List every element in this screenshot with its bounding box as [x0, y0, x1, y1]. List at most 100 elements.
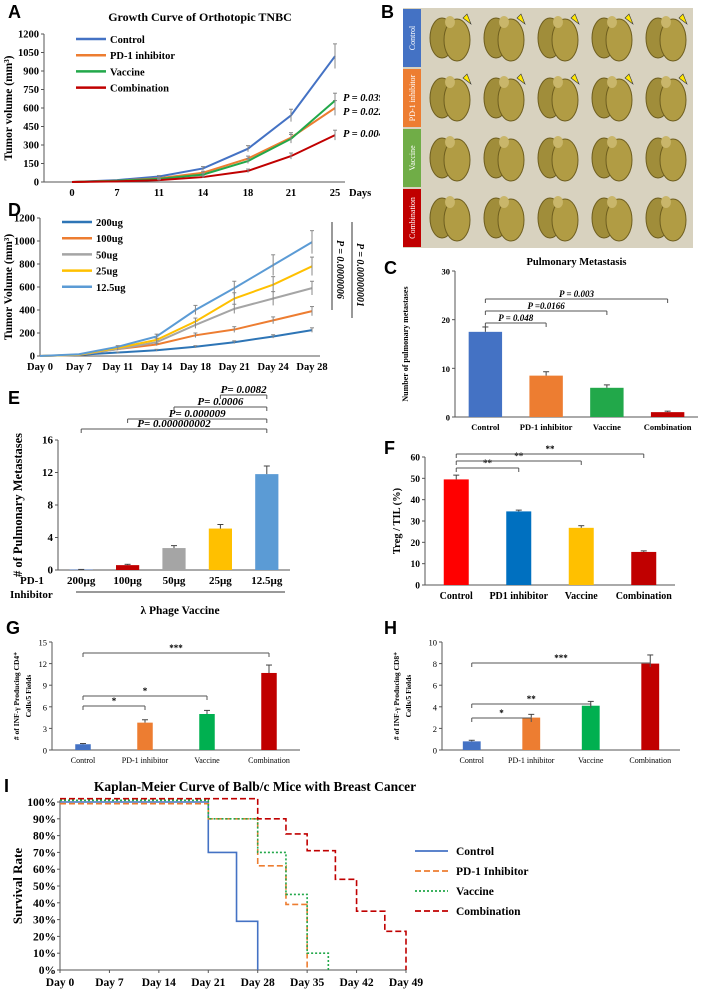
y-tick-label: 70% [33, 847, 56, 859]
bar-0 [468, 331, 503, 417]
significance-label: * [143, 686, 148, 696]
y-tick-label: 10 [429, 638, 438, 648]
p-value-annotation: P = 0.004 [343, 129, 380, 140]
lung-lobe [551, 198, 579, 242]
y-tick-label: 60% [33, 864, 56, 876]
panel-i-survival-chart: Kaplan-Meier Curve of Balb/c Mice with B… [10, 779, 529, 989]
y-axis-label: # of INF-γ Producing CD4⁺ Cells/5 Fields [12, 652, 33, 740]
x-tick-label: Day 7 [95, 977, 124, 989]
significance-label: P= 0.000009 [169, 408, 226, 420]
y-tick-label: 0 [446, 413, 450, 423]
trachea [661, 136, 671, 148]
significance-label: P= 0.000000002 [137, 418, 211, 430]
x-category-label: Control [460, 756, 485, 765]
x-category-label: 200µg [67, 575, 96, 587]
trachea [499, 136, 509, 148]
y-tick-label: 8 [48, 500, 54, 512]
legend-label-4: 12.5ug [96, 283, 126, 294]
panel-g-cd4-chart: 0 3 6 9 12 15 Control PD-1 inhibitor Vaccine Comb… [12, 638, 300, 765]
chart-title: Growth Curve of Orthotopic TNBC [108, 10, 292, 24]
y-tick-label: 30 [411, 518, 421, 528]
lung-lobe [551, 18, 579, 62]
trachea [553, 196, 563, 208]
trachea [607, 196, 617, 208]
metastasis-arrow [678, 13, 688, 25]
x-category-label: Vaccine [194, 756, 220, 765]
lung-lobe [605, 138, 633, 182]
y-tick-label: 60 [411, 454, 421, 464]
y-tick-label: 10 [442, 364, 451, 374]
lung-lobe [443, 18, 471, 62]
trachea [445, 196, 455, 208]
lung-photo-grid: Control PD-1 inhibitor Vaccine Combination [403, 8, 693, 248]
row-color-tab [403, 9, 421, 67]
bar-2 [162, 548, 186, 570]
lung-lobe [605, 198, 633, 242]
lung-lobe [443, 78, 471, 122]
y-tick-label: 0 [43, 746, 47, 756]
x-tick-label: Day 28 [296, 362, 327, 373]
x-axis-label: Days [349, 188, 371, 199]
lung-lobe [605, 78, 633, 122]
y-tick-label: 200 [19, 329, 35, 340]
x-tick-label: Day 24 [258, 362, 290, 373]
survival-curve-3 [60, 797, 407, 970]
x-prefix-label: PD-1 [20, 575, 44, 587]
x-prefix-label: Inhibitor [10, 589, 53, 601]
y-tick-label: 9 [43, 681, 47, 691]
y-tick-label: 300 [23, 141, 39, 152]
x-tick-label: Day 14 [142, 977, 176, 989]
y-tick-label: 150 [23, 159, 39, 170]
panel-label-b: B [381, 2, 394, 22]
x-tick-label: 0 [69, 188, 74, 199]
panel-label-a: A [8, 2, 21, 22]
y-tick-label: 0 [433, 746, 437, 756]
legend-label-0: Control [110, 35, 145, 46]
trachea [607, 136, 617, 148]
y-tick-label: 10 [411, 560, 421, 570]
legend-label-3: Combination [456, 906, 521, 918]
panel-label-d: D [8, 200, 21, 220]
x-tick-label: Day 28 [241, 977, 275, 989]
significance-label: * [499, 708, 504, 718]
x-category-label: Control [440, 591, 473, 602]
row-color-tab [403, 189, 421, 247]
x-category-label: PD-1 inhibitor [520, 422, 573, 432]
lung-lobe [551, 78, 579, 122]
lung-lobe [497, 18, 525, 62]
trachea [499, 76, 509, 88]
panel-c-metastasis-chart: Pulmonary Metastasis 0 10 20 30 Control PD-1 i… [401, 257, 698, 432]
metastasis-arrow [570, 73, 580, 85]
legend-label-3: Combination [110, 84, 169, 95]
panel-e-metastases-chart: 0 4 8 12 16 200µg 100µg 50µg 25µg 12.5µg # of Pulm… [10, 385, 290, 617]
bar-1 [137, 722, 153, 750]
panel-label-h: H [384, 618, 397, 638]
lung-lobe [443, 138, 471, 182]
lung-lobe [659, 18, 687, 62]
y-tick-label: 4 [48, 532, 54, 544]
y-tick-label: 800 [19, 260, 35, 271]
trachea [661, 196, 671, 208]
row-label: Vaccine [408, 145, 417, 171]
x-tick-label: Day 14 [141, 362, 173, 373]
lung-lobe [659, 138, 687, 182]
bar-1 [522, 717, 541, 750]
series-line-3 [39, 265, 313, 357]
x-tick-label: Day 21 [219, 362, 250, 373]
panel-label-f: F [384, 438, 395, 458]
legend-label-0: Control [456, 846, 494, 858]
x-tick-label: 21 [286, 188, 297, 199]
y-tick-label: 6 [433, 681, 437, 691]
y-tick-label: 0 [34, 178, 39, 189]
significance-label: P =0.0166 [527, 301, 565, 311]
significance-label: ** [514, 451, 524, 461]
y-axis-label: # of Pulmonary Metastases [11, 433, 25, 577]
y-tick-label: 0% [39, 965, 56, 977]
x-tick-label: Day 42 [339, 977, 373, 989]
trachea [607, 76, 617, 88]
metastasis-arrow [516, 73, 526, 85]
metastasis-arrow [624, 73, 634, 85]
metastasis-arrow [462, 13, 472, 25]
significance-label: ** [483, 458, 493, 468]
y-axis-label: Number of pulmonary metastases [401, 286, 410, 401]
